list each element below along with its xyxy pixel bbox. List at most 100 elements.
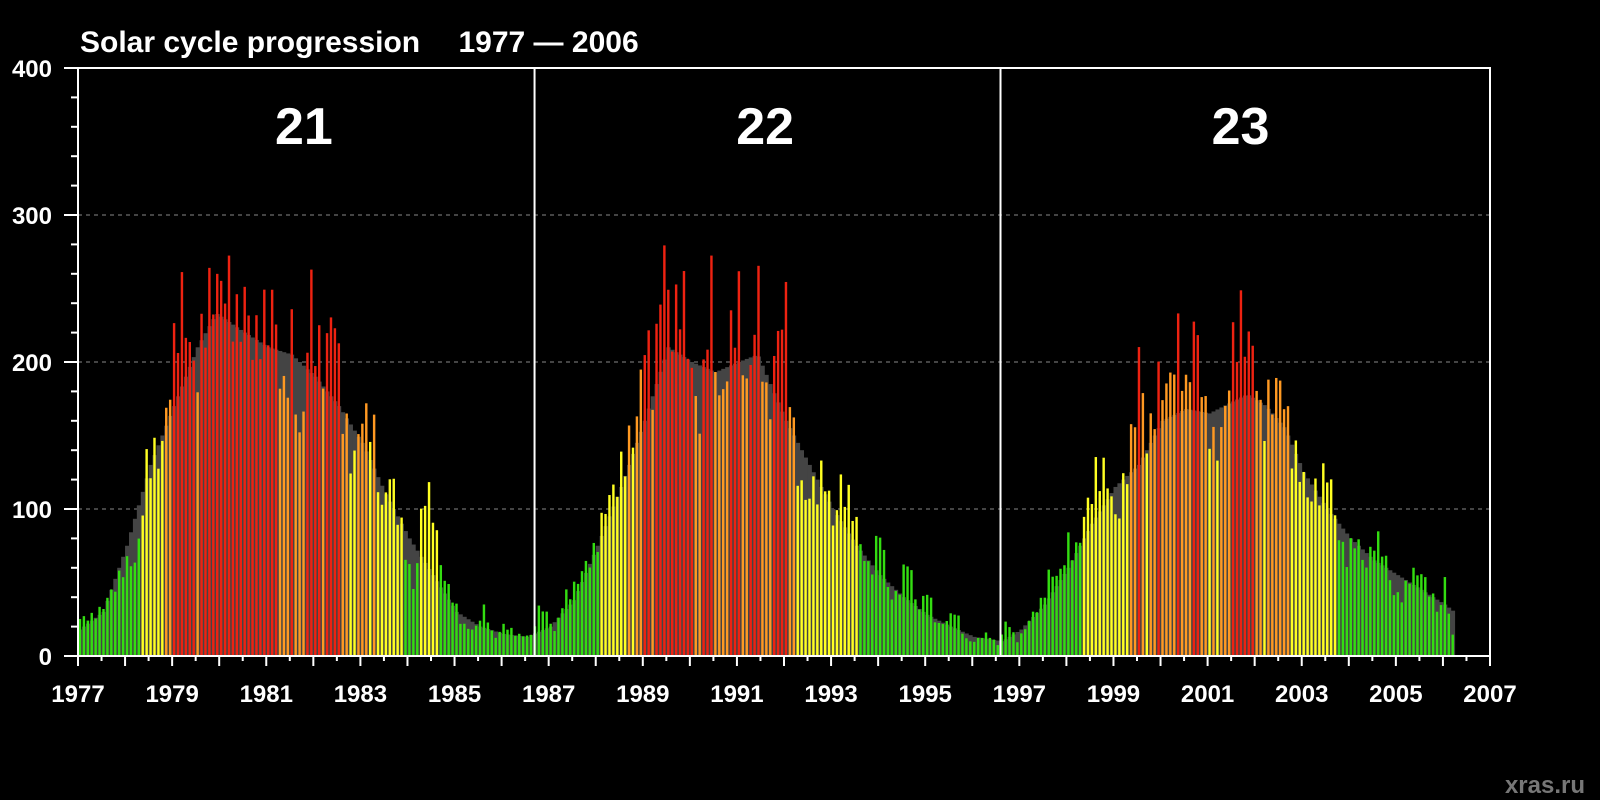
monthly-bar [365,403,368,656]
monthly-bar [380,504,384,656]
monthly-bar [1286,406,1290,656]
y-tick-label: 200 [12,350,52,377]
monthly-bar [145,449,148,656]
monthly-bar [1267,379,1270,656]
monthly-bar [1388,580,1392,656]
monthly-bar [1051,576,1054,656]
monthly-bar [1294,440,1298,656]
monthly-bar [396,524,399,656]
monthly-bar [141,515,144,656]
monthly-bar [294,414,297,656]
monthly-bar [416,563,419,656]
monthly-bar [102,609,105,656]
monthly-bar [894,591,897,656]
monthly-bar [1200,397,1203,656]
monthly-bar [647,330,650,656]
monthly-bar [1384,555,1388,656]
monthly-bar [812,476,815,656]
monthly-bar [918,609,921,656]
monthly-bar [341,433,344,656]
monthly-bar [651,409,654,656]
monthly-bar [204,347,207,656]
monthly-bar [1008,627,1011,656]
monthly-bar [176,352,180,656]
monthly-bar [823,491,827,656]
monthly-bar [443,580,446,656]
monthly-bar [537,605,541,656]
x-tick-label: 1993 [804,681,857,708]
monthly-bar [392,478,395,656]
monthly-bar [1263,440,1266,656]
monthly-bar [580,571,584,656]
monthly-bar [816,504,819,656]
monthly-bar [408,564,411,656]
x-tick-label: 1985 [428,681,481,708]
monthly-bar [259,359,262,656]
monthly-bar [412,588,415,656]
monthly-bar [1404,580,1407,656]
monthly-bar [161,440,164,656]
monthly-bar [855,516,858,656]
monthly-bar [631,447,635,656]
monthly-bar [874,535,878,656]
monthly-bar [117,570,121,656]
monthly-bar [486,622,490,656]
monthly-bar [1247,331,1250,656]
monthly-bar [1016,642,1019,656]
monthly-bar [1094,457,1098,656]
monthly-bar [455,603,458,656]
monthly-bar [325,333,329,656]
monthly-bar [1125,484,1129,656]
monthly-bar [1020,633,1023,656]
monthly-bar [820,460,823,656]
monthly-bar [216,273,219,656]
monthly-bar [1043,597,1047,656]
monthly-bar [937,622,941,656]
monthly-bar [980,637,984,656]
cycle-label-23: 23 [1212,98,1270,156]
monthly-bar [427,482,431,656]
monthly-bar [231,341,235,656]
monthly-bar [349,473,352,656]
monthly-bar [302,411,305,656]
monthly-bar [984,632,988,656]
monthly-bar [1071,560,1074,656]
y-tick-label: 100 [12,497,52,524]
monthly-bar [1377,531,1380,656]
monthly-bar [404,559,407,656]
monthly-bar [337,343,341,656]
monthly-bar [1259,399,1262,656]
monthly-bar [729,310,733,656]
monthly-bar [1408,583,1411,656]
monthly-bar [1380,556,1384,656]
monthly-bar [745,378,748,656]
monthly-bar [988,637,992,656]
monthly-bar [749,365,752,656]
monthly-bar [753,334,756,656]
monthly-bar [725,381,729,656]
monthly-bar [914,599,917,656]
monthly-bar [1204,396,1207,656]
monthly-bar [439,565,443,656]
monthly-bar [545,611,548,656]
monthly-bar [498,631,501,656]
monthly-bar [541,611,544,656]
monthly-bar [345,413,348,656]
monthly-bar [553,631,556,656]
monthly-bar [549,623,552,656]
monthly-bar [1427,596,1431,656]
monthly-bar [1212,426,1215,656]
monthly-bar [172,323,176,656]
monthly-bar [1165,383,1168,656]
monthly-bar [243,286,246,656]
monthly-bar [400,517,403,656]
monthly-bar [1431,593,1435,656]
monthly-bar [635,416,639,656]
monthly-bar [208,267,211,656]
monthly-bar [157,468,160,656]
x-tick-label: 2005 [1369,681,1422,708]
monthly-bar [1153,429,1156,656]
monthly-bar [290,309,293,656]
monthly-bar [521,636,525,656]
monthly-bar [890,599,894,656]
